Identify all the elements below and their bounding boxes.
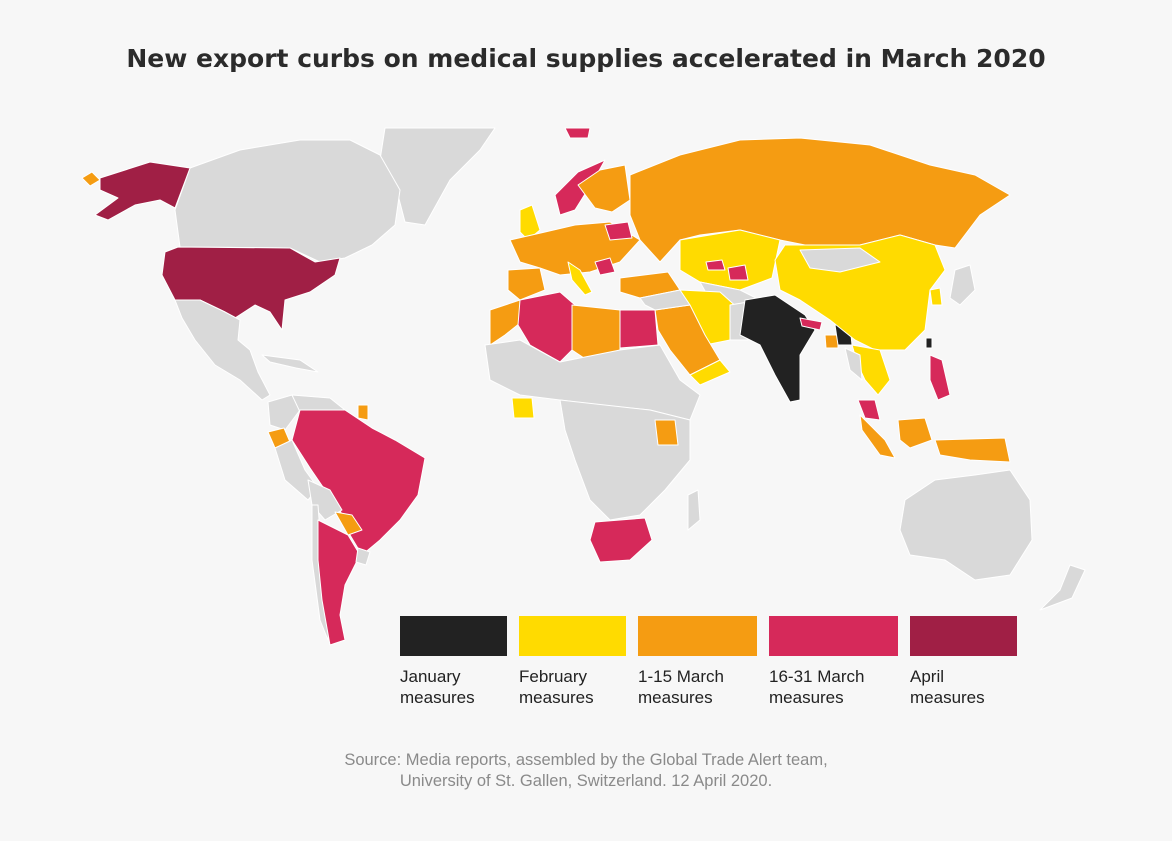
indonesia-sumatra bbox=[859, 414, 896, 459]
legend-label-march-16-31: 16-31 March measures bbox=[769, 666, 899, 708]
india bbox=[739, 294, 816, 403]
legend-label-line2: measures bbox=[519, 688, 594, 707]
mongolia bbox=[799, 247, 881, 273]
madagascar bbox=[687, 489, 701, 531]
australia bbox=[899, 469, 1033, 581]
source-note: Source: Media reports, assembled by the … bbox=[0, 750, 1172, 792]
yemen-oman bbox=[689, 359, 731, 386]
legend-label-line2: measures bbox=[769, 688, 844, 707]
nepal bbox=[799, 317, 823, 331]
central-africa bbox=[559, 399, 691, 521]
suriname bbox=[357, 404, 369, 421]
iberia bbox=[507, 267, 546, 301]
legend-swatch-february bbox=[519, 616, 626, 656]
canada bbox=[174, 139, 401, 263]
legend-label-line1: 16-31 March bbox=[769, 667, 865, 686]
united-states bbox=[161, 246, 341, 331]
egypt bbox=[619, 309, 659, 349]
balkans bbox=[594, 257, 616, 276]
legend-swatch-march-1-15 bbox=[638, 616, 757, 656]
georgia bbox=[705, 259, 726, 271]
caribbean bbox=[261, 354, 319, 373]
malaysia bbox=[857, 399, 881, 421]
iraq-syria bbox=[639, 289, 691, 311]
uzbekistan bbox=[727, 264, 749, 281]
mexico bbox=[174, 299, 271, 401]
poland bbox=[604, 221, 633, 241]
argentina bbox=[317, 519, 361, 646]
legend-label-february: February measures bbox=[519, 666, 649, 708]
legend-label-line1: April bbox=[910, 667, 945, 686]
ivory-coast bbox=[511, 397, 535, 419]
paraguay bbox=[334, 511, 363, 536]
source-line2: University of St. Gallen, Switzerland. 1… bbox=[399, 772, 773, 790]
alaska-aleutians bbox=[81, 171, 101, 187]
world-map bbox=[81, 127, 1086, 646]
indonesia-borneo bbox=[897, 417, 933, 449]
alaska bbox=[94, 161, 191, 221]
legend-label-line1: 1-15 March bbox=[638, 667, 724, 686]
source-line1: Source: Media reports, assembled by the … bbox=[344, 751, 828, 769]
legend-label-march-1-15: 1-15 March measures bbox=[638, 666, 768, 708]
south-africa bbox=[589, 517, 653, 563]
thailand bbox=[844, 347, 863, 381]
legend-swatch-march-16-31 bbox=[769, 616, 898, 656]
japan bbox=[949, 264, 976, 306]
italy bbox=[567, 261, 593, 296]
map-title: New export curbs on medical supplies acc… bbox=[126, 44, 1046, 73]
legend-label-line1: February bbox=[519, 667, 588, 686]
legend-label-january: January measures bbox=[400, 666, 530, 708]
kazakhstan bbox=[679, 229, 781, 291]
philippines bbox=[929, 354, 951, 401]
iceland bbox=[564, 127, 591, 139]
sahel bbox=[484, 339, 701, 421]
legend-label-april: April measures bbox=[910, 666, 1040, 708]
taiwan bbox=[925, 337, 933, 349]
legend-label-line2: measures bbox=[400, 688, 475, 707]
colombia bbox=[267, 394, 301, 431]
legend-swatch-april bbox=[910, 616, 1017, 656]
legend-label-line1: January bbox=[400, 667, 461, 686]
korea bbox=[929, 287, 943, 306]
kenya bbox=[654, 419, 679, 446]
legend-label-line2: measures bbox=[638, 688, 713, 707]
algeria bbox=[517, 291, 576, 363]
bangladesh bbox=[824, 334, 839, 349]
new-zealand bbox=[1039, 564, 1086, 611]
uruguay bbox=[355, 547, 371, 566]
indonesia-east bbox=[934, 437, 1011, 463]
legend-label-line2: measures bbox=[910, 688, 985, 707]
brazil bbox=[291, 409, 426, 556]
legend-swatch-january bbox=[400, 616, 507, 656]
